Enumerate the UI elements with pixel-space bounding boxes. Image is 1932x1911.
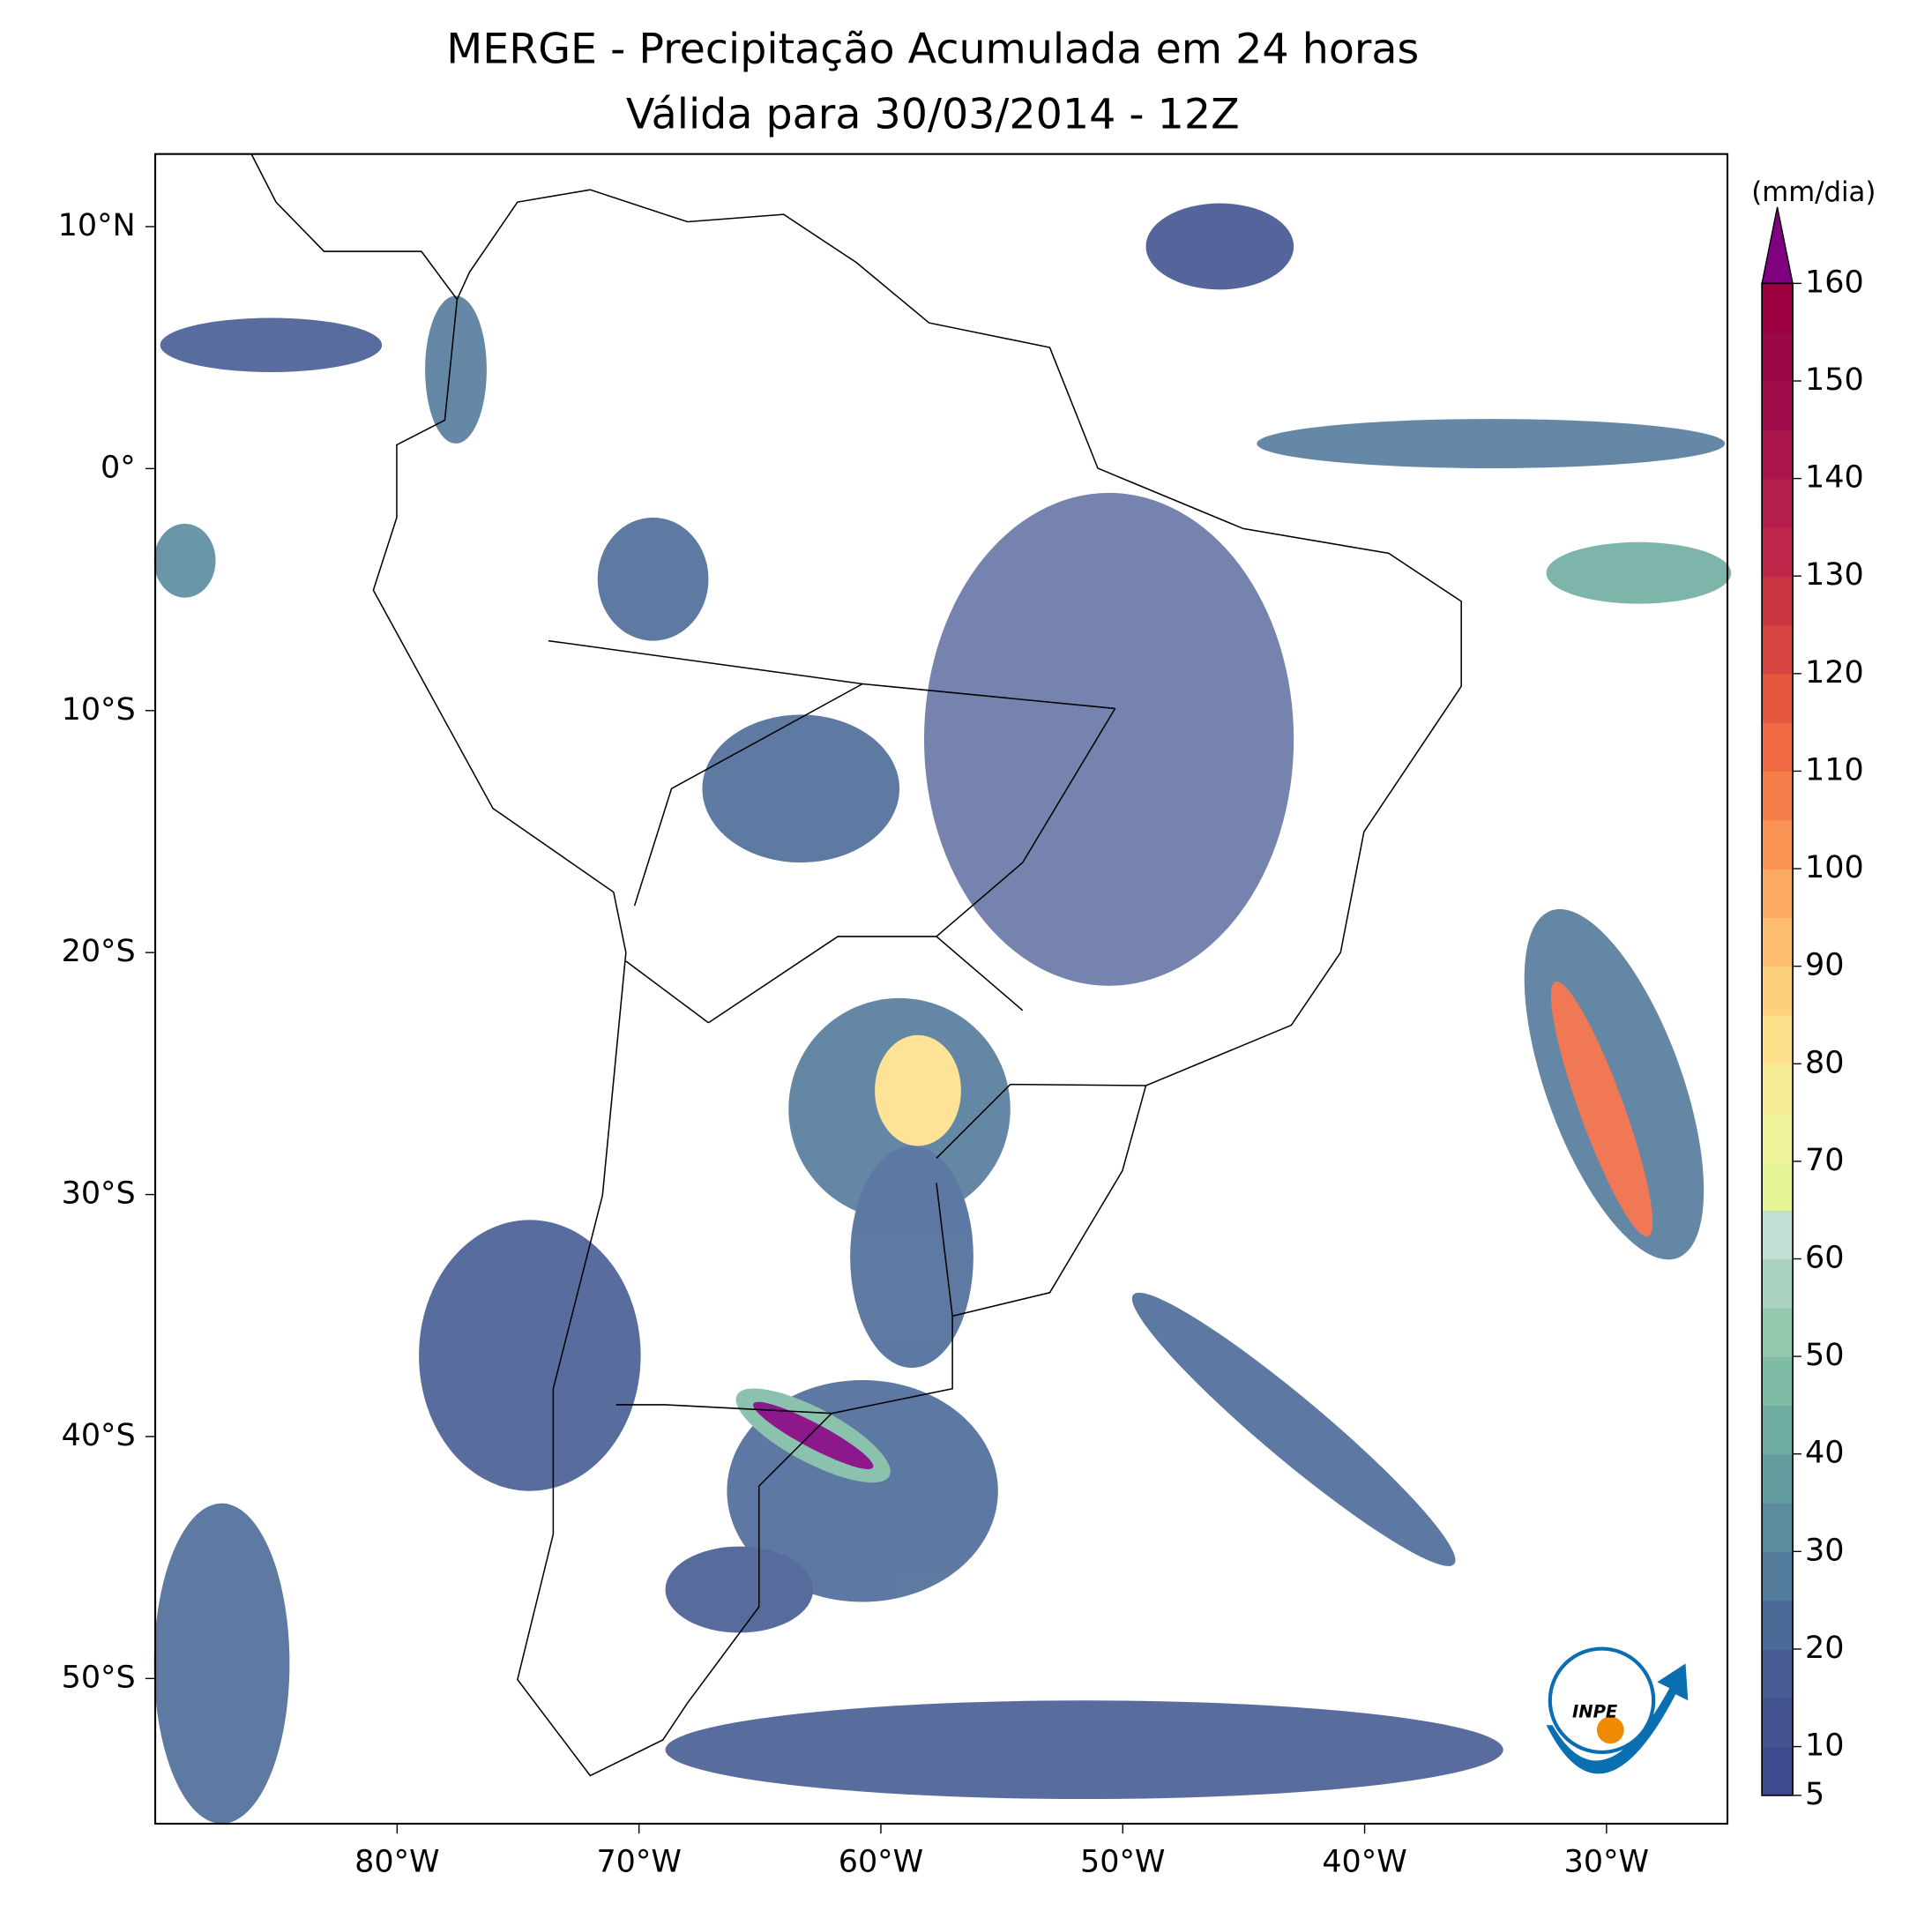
precip-area: [850, 1146, 973, 1369]
precip-area: [425, 295, 487, 444]
precip-area: [702, 714, 900, 863]
colorbar-tick-label: 50: [1805, 1338, 1844, 1373]
colorbar-tick-label: 100: [1805, 850, 1864, 885]
colorbar-segment: [1762, 624, 1794, 675]
colorbar-segment: [1762, 332, 1794, 382]
colorbar-segment: [1762, 869, 1794, 919]
y-tick-label: 0°: [101, 450, 136, 485]
colorbar-tick-label: 90: [1805, 948, 1844, 983]
precip-area: [1257, 419, 1726, 468]
precip-area: [597, 517, 709, 641]
colorbar-segment: [1762, 1161, 1794, 1211]
colorbar-frame: [1761, 282, 1794, 1796]
map-frame: [154, 153, 1729, 1825]
precip-area: [923, 492, 1294, 986]
colorbar-tick-label: 130: [1805, 557, 1864, 593]
precip-area: [160, 317, 383, 372]
figure: MERGE - Precipitação Acumulada em 24 hor…: [58, 26, 1876, 1880]
colorbar-segment: [1762, 771, 1794, 821]
colorbar-segment: [1762, 526, 1794, 577]
x-tick-label: 70°W: [596, 1845, 681, 1880]
precip-area: [419, 1220, 641, 1491]
colorbar-segment: [1762, 576, 1794, 626]
colorbar-segment: [1762, 1210, 1794, 1260]
colorbar-tick-label: 150: [1805, 362, 1864, 398]
title: MERGE - Precipitação Acumulada em 24 hor…: [446, 26, 1419, 74]
x-tick-label: 80°W: [354, 1845, 439, 1880]
colorbar-label: (mm/dia): [1751, 176, 1876, 208]
precip-area: [153, 1503, 290, 1825]
colorbar-tick-label: 160: [1805, 265, 1864, 300]
colorbar-segment: [1762, 966, 1794, 1016]
colorbar-tick-label: 80: [1805, 1045, 1844, 1080]
y-tick-label: 10°S: [62, 692, 136, 728]
colorbar-segment: [1762, 1453, 1794, 1504]
precip-area: [665, 1546, 814, 1633]
precip-area: [1145, 203, 1294, 290]
colorbar-segment: [1762, 1356, 1794, 1407]
colorbar-segment: [1762, 1551, 1794, 1601]
subtitle: Válida para 30/03/2014 - 12Z: [626, 91, 1240, 139]
colorbar-segment: [1762, 917, 1794, 967]
precip-area: [665, 1700, 1503, 1800]
colorbar-segment: [1762, 1698, 1794, 1748]
colorbar-segment: [1762, 1064, 1794, 1114]
precip-area: [1131, 1292, 1456, 1566]
colorbar-tick-label: 120: [1805, 655, 1864, 690]
x-tick-label: 50°W: [1080, 1845, 1165, 1880]
x-tick-label: 60°W: [839, 1845, 923, 1880]
x-tick-label: 30°W: [1564, 1845, 1649, 1880]
colorbar-tick-label: 10: [1805, 1728, 1844, 1764]
colorbar-segment: [1762, 1307, 1794, 1357]
precip-area: [753, 1401, 874, 1469]
precip-area: [1550, 981, 1653, 1237]
colorbar-segment: [1762, 478, 1794, 528]
colorbar-tick-label: 40: [1805, 1436, 1844, 1471]
colorbar-segment: [1762, 1648, 1794, 1698]
colorbar-segment: [1762, 1746, 1794, 1796]
colorbar-segment: [1762, 819, 1794, 870]
colorbar-segment: [1762, 429, 1794, 480]
borders: [548, 639, 1146, 1415]
colorbar-segment: [1762, 1503, 1794, 1553]
y-tick-label: 20°S: [62, 934, 136, 969]
y-tick-label: 40°S: [62, 1418, 136, 1453]
precip-area: [875, 1034, 961, 1146]
colorbar-segment: [1762, 1600, 1794, 1650]
precip-area: [1546, 541, 1732, 604]
colorbar-extend: [1761, 206, 1794, 285]
y-tick-label: 50°S: [62, 1660, 136, 1695]
colorbar-tick-label: 30: [1805, 1533, 1844, 1568]
colorbar-segment: [1762, 1014, 1794, 1064]
colorbar-segment: [1762, 1405, 1794, 1455]
x-tick-label: 40°W: [1322, 1845, 1406, 1880]
logo-text: INPE: [1572, 1702, 1618, 1722]
colorbar-tick-label: 140: [1805, 460, 1864, 496]
precipitation: [153, 203, 1732, 1825]
colorbar-tick-label: 60: [1805, 1240, 1844, 1275]
colorbar-segment: [1762, 1258, 1794, 1309]
colorbar-segment: [1762, 673, 1794, 723]
y-tick-label: 30°S: [62, 1176, 136, 1212]
y-tick-label: 10°N: [58, 208, 136, 243]
colorbar-segment: [1762, 283, 1794, 333]
colorbar-tick-label: 70: [1805, 1143, 1844, 1178]
colorbar-segment: [1762, 1112, 1794, 1162]
colorbar-tick-label: 20: [1805, 1631, 1844, 1666]
precip-area: [153, 523, 216, 598]
colorbar-tick-label: 110: [1805, 752, 1864, 788]
coastline: [250, 153, 1462, 1777]
colorbar-segment: [1762, 380, 1794, 430]
colorbar-segment: [1762, 722, 1794, 773]
colorbar-tick-label: 5: [1805, 1777, 1824, 1812]
inpe-logo: INPE: [1546, 1646, 1689, 1774]
